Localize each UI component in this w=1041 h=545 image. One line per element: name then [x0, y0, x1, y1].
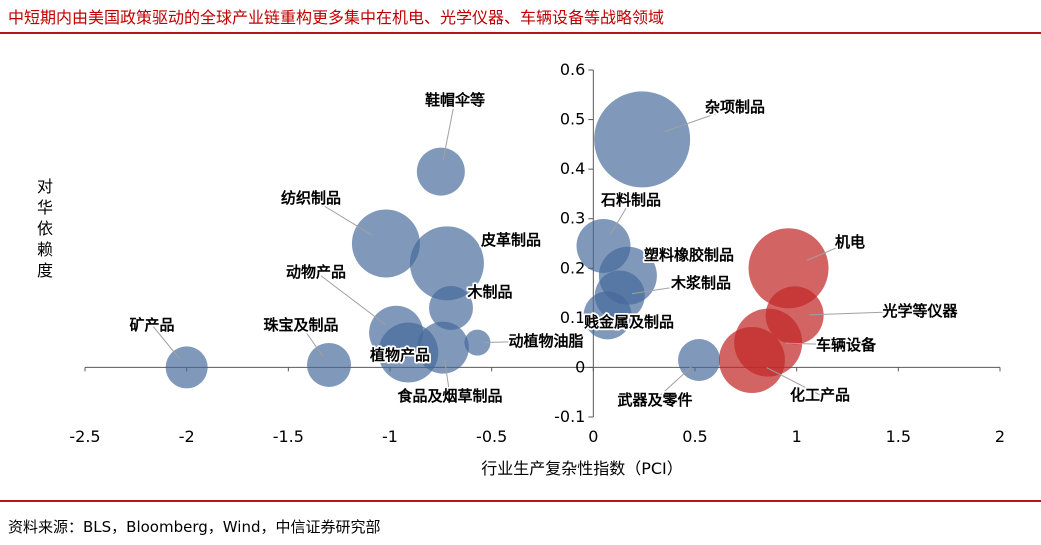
x-tick-label: -2.5: [69, 427, 100, 446]
leader-line-食品及烟草制品: [444, 360, 451, 397]
leader-line-珠宝及制品: [300, 324, 324, 357]
bubble-label-贱金属及制品: 贱金属及制品: [584, 313, 674, 331]
x-tick-label: 1: [792, 427, 802, 446]
leader-line-武器及零件: [654, 366, 692, 401]
bubble-label-木制品: 木制品: [466, 283, 512, 301]
leader-line-纺织制品: [310, 197, 372, 236]
bubble-label-动物产品: 动物产品: [286, 263, 346, 281]
x-tick-label: -0.5: [476, 427, 507, 446]
x-tick-label: 2: [995, 427, 1005, 446]
leader-line-车辆设备: [785, 342, 847, 346]
y-tick-label: -0.1: [554, 407, 585, 426]
bubble-贱金属及制品: [583, 291, 632, 340]
bubble-label-车辆设备: 车辆设备: [816, 336, 877, 354]
bubble-珠宝及制品: [307, 342, 351, 387]
bubble-label-石料制品: 石料制品: [600, 191, 661, 209]
bubble-鞋帽伞等: [416, 147, 465, 196]
source-note: 资料来源：BLS，Bloomberg，Wind，中信证券研究部: [8, 518, 381, 536]
leader-line-机电: [806, 241, 851, 261]
bubble-label-鞋帽伞等: 鞋帽伞等: [425, 91, 485, 109]
y-axis-title: 对华依赖度: [34, 178, 53, 283]
leader-line-木浆制品: [632, 282, 702, 295]
x-tick-label: 1.5: [886, 427, 911, 446]
bubble-食品及烟草制品: [416, 321, 469, 374]
bubble-label-纺织制品: 纺织制品: [281, 189, 341, 207]
leader-line-动植物油脂: [483, 340, 547, 343]
y-tick-label: 0.3: [560, 209, 585, 228]
bubble-label-动植物油脂: 动植物油脂: [508, 332, 583, 350]
x-tick-label: -1: [382, 427, 398, 446]
bubble-label-武器及零件: 武器及零件: [617, 391, 692, 409]
x-tick-label: -1.5: [273, 427, 304, 446]
figure-title: 中短期内由美国政策驱动的全球产业链重构更多集中在机电、光学仪器、车辆设备等战略领…: [8, 8, 665, 27]
bubble-武器及零件: [678, 338, 721, 381]
bubble-label-珠宝及制品: 珠宝及制品: [263, 316, 338, 334]
bubble-机电: [748, 228, 829, 309]
source-divider-line: [0, 500, 1041, 502]
bubble-label-机电: 机电: [835, 233, 865, 251]
bubble-label-塑料橡胶制品: 塑料橡胶制品: [644, 246, 734, 264]
leader-line-鞋帽伞等: [442, 99, 456, 160]
leader-line-杂项制品: [664, 106, 736, 132]
x-tick-label: 0: [588, 427, 598, 446]
bubble-杂项制品: [594, 91, 691, 188]
bubble-label-木浆制品: 木浆制品: [670, 274, 731, 292]
bubble-label-植物产品: 植物产品: [370, 346, 430, 364]
bubble-纺织制品: [351, 209, 420, 278]
bubble-动植物油脂: [464, 329, 491, 356]
x-tick-label: -2: [179, 427, 195, 446]
y-tick-label: 0.6: [560, 60, 585, 79]
bubble-label-光学等仪器: 光学等仪器: [881, 302, 958, 320]
y-tick-label: 0: [575, 357, 585, 376]
bubble-皮革制品: [409, 226, 484, 301]
leader-line-光学等仪器: [809, 310, 921, 316]
y-tick-label: 0.4: [560, 159, 585, 178]
bubble-label-食品及烟草制品: 食品及烟草制品: [397, 387, 502, 405]
bubble-化工产品: [718, 326, 785, 393]
bubble-矿产品: [165, 346, 208, 389]
leader-line-化工产品: [766, 367, 821, 396]
x-axis-title: 行业生产复杂性指数（PCI）: [481, 459, 683, 478]
y-tick-label: 0.1: [560, 308, 585, 327]
bubble-label-化工产品: 化工产品: [790, 386, 850, 404]
leader-line-石料制品: [610, 199, 632, 235]
y-tick-label: 0.2: [560, 258, 585, 277]
bubble-label-杂项制品: 杂项制品: [705, 98, 765, 116]
bubble-label-皮革制品: 皮革制品: [481, 231, 541, 249]
bubble-label-矿产品: 矿产品: [129, 316, 174, 334]
x-tick-label: 0.5: [682, 427, 707, 446]
leader-line-矿产品: [151, 324, 181, 360]
leader-line-动物产品: [315, 271, 386, 325]
title-divider-line: [0, 32, 1041, 34]
y-tick-label: 0.5: [560, 110, 585, 129]
